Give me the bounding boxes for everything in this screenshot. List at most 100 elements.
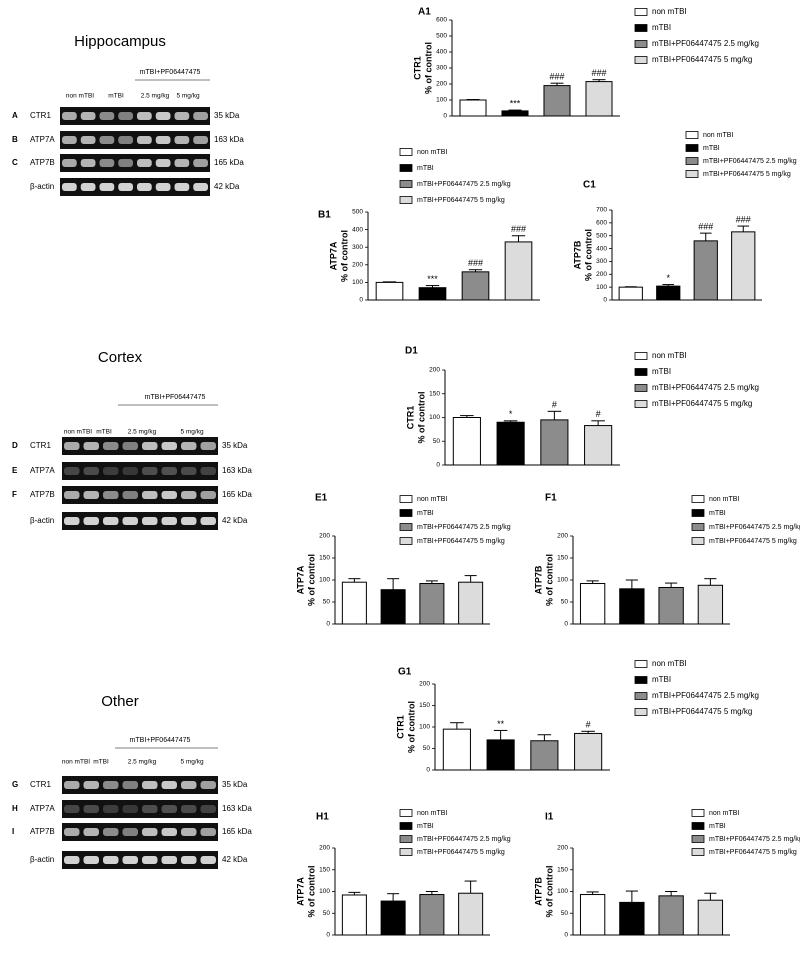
y-axis-label: ATP7B xyxy=(572,240,582,269)
blot-band xyxy=(64,856,80,864)
legend-swatch xyxy=(399,180,413,188)
blot-band xyxy=(161,442,177,450)
legend-label: mTBI+PF06447475 2.5 mg/kg xyxy=(652,383,759,392)
blot-band xyxy=(200,517,216,525)
protein-label: β-actin xyxy=(30,855,54,864)
row-letter: F xyxy=(12,490,17,499)
y-axis-label: % of control xyxy=(583,229,593,281)
bar xyxy=(418,287,447,301)
bar xyxy=(579,894,606,936)
blot-band xyxy=(174,136,190,144)
legend-label: non mTBI xyxy=(709,810,739,817)
y-tick-label: 100 xyxy=(436,97,447,104)
legend-swatch xyxy=(691,848,705,856)
legend-swatch xyxy=(399,509,413,517)
legend-label: mTBI+PF06447475 5 mg/kg xyxy=(709,538,797,545)
y-tick-label: 100 xyxy=(419,724,430,731)
y-tick-label: 100 xyxy=(557,577,568,584)
blot-band xyxy=(122,856,138,864)
legend-swatch xyxy=(399,809,413,817)
y-tick-label: 0 xyxy=(359,297,363,304)
blot-band xyxy=(62,183,77,191)
bar xyxy=(419,894,445,936)
bar xyxy=(656,285,681,301)
legend-swatch xyxy=(399,822,413,830)
blot-title: Cortex xyxy=(98,349,143,366)
blot-band xyxy=(155,136,171,144)
bar xyxy=(419,583,445,625)
blot-band xyxy=(122,828,138,836)
y-axis-label: ATP7A xyxy=(295,877,305,906)
blot-band xyxy=(83,467,99,475)
bar xyxy=(619,588,645,625)
size-label: 165 kDa xyxy=(214,158,244,167)
y-axis-label: % of control xyxy=(339,230,349,282)
y-axis-label: % of control xyxy=(406,701,416,753)
bar xyxy=(452,417,481,466)
y-axis-label: % of control xyxy=(306,866,316,918)
blot-band xyxy=(155,159,171,167)
significance: ### xyxy=(549,72,564,82)
y-tick-label: 150 xyxy=(419,702,430,709)
protein-label: ATP7A xyxy=(30,466,55,475)
protein-label: CTR1 xyxy=(30,111,51,120)
blot-band xyxy=(161,828,177,836)
blot-band xyxy=(103,781,119,789)
legend-swatch xyxy=(634,676,648,684)
blot-strip xyxy=(62,437,218,455)
blot-band xyxy=(122,491,138,499)
legend-label: non mTBI xyxy=(417,496,447,503)
significance: ** xyxy=(497,719,505,729)
legend-swatch xyxy=(399,848,413,856)
bar xyxy=(458,892,484,936)
legend-label: mTBI xyxy=(417,510,434,517)
blot-band xyxy=(181,856,197,864)
chart-label: B1 xyxy=(318,210,331,221)
y-tick-label: 200 xyxy=(557,533,568,540)
blot-band xyxy=(142,467,158,475)
blot-band xyxy=(103,442,119,450)
size-label: 35 kDa xyxy=(222,780,248,789)
blot-band xyxy=(181,517,197,525)
y-axis-label: ATP7A xyxy=(295,565,305,594)
blot-band xyxy=(161,805,177,813)
legend-swatch xyxy=(691,809,705,817)
y-axis-label: CTR1 xyxy=(405,406,415,430)
bar xyxy=(459,99,487,117)
bar xyxy=(496,421,525,466)
blot-band xyxy=(142,517,158,525)
y-axis-label: CTR1 xyxy=(412,56,422,80)
legend-label: mTBI+PF06447475 5 mg/kg xyxy=(417,197,505,204)
legend-swatch xyxy=(634,384,648,392)
blot-band xyxy=(83,856,99,864)
blot-band xyxy=(142,442,158,450)
y-tick-label: 0 xyxy=(603,297,607,304)
blot-band xyxy=(181,828,197,836)
bar xyxy=(658,586,684,625)
legend-swatch xyxy=(399,537,413,545)
blot-band xyxy=(83,805,99,813)
blot-band xyxy=(137,136,152,144)
size-label: 42 kDa xyxy=(214,182,240,191)
bar xyxy=(693,240,718,301)
y-tick-label: 50 xyxy=(323,599,331,606)
row-letter: A xyxy=(12,111,18,120)
lane-label: 5 mg/kg xyxy=(180,429,204,436)
blot-band xyxy=(118,112,133,120)
lane-label: 2.5 mg/kg xyxy=(128,429,157,436)
legend-label: mTBI+PF06447475 2.5 mg/kg xyxy=(417,181,511,188)
y-tick-label: 100 xyxy=(352,279,363,286)
blot-band xyxy=(181,805,197,813)
legend-swatch xyxy=(634,400,648,408)
blot-strip xyxy=(62,776,218,794)
legend-label: non mTBI xyxy=(652,659,687,668)
legend-swatch xyxy=(634,692,648,700)
significance: *** xyxy=(510,98,521,108)
bar xyxy=(658,895,684,936)
y-axis-label: CTR1 xyxy=(395,715,405,739)
blot-band xyxy=(181,467,197,475)
y-tick-label: 0 xyxy=(426,767,430,774)
row-letter: H xyxy=(12,804,18,813)
blot-band xyxy=(80,112,96,120)
